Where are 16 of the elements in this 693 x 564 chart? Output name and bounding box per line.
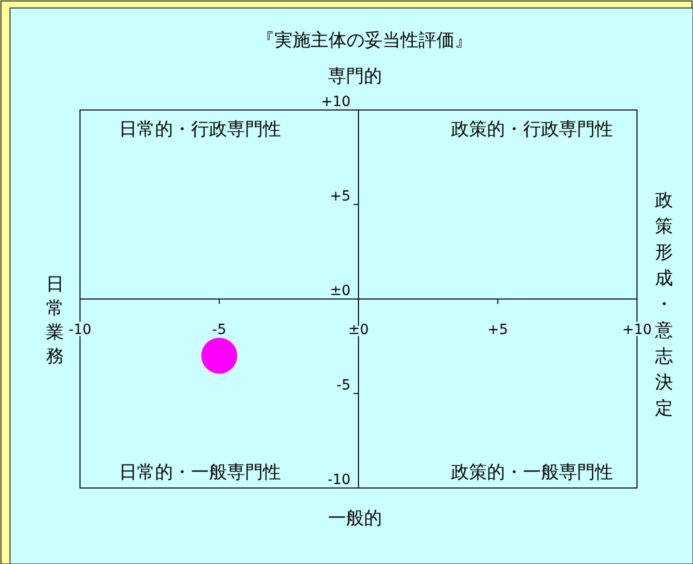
y-tick-label: +5 (330, 188, 350, 204)
annotation: 政策的・行政専門性 (451, 119, 613, 140)
text: 日常業務 (46, 274, 64, 367)
y-tick-label: ±0 (330, 283, 350, 299)
text: 一般的 (328, 508, 382, 529)
annotation: 日常的・一般専門性 (119, 462, 281, 483)
y-tick-label: +10 (320, 94, 350, 110)
x-tick-label: -5 (212, 322, 226, 338)
chart-title: 『実施主体の妥当性評価』 (256, 30, 472, 51)
y-tick-label: -5 (336, 378, 350, 394)
annotation: 日常的・行政専門性 (119, 119, 281, 140)
y-tick-label: -10 (328, 472, 350, 488)
x-tick-label: +5 (487, 322, 508, 338)
annotation: 政策的・一般専門性 (451, 462, 613, 483)
text: 政策形成・意志決定 (655, 190, 673, 419)
text: 専門的 (328, 66, 382, 87)
